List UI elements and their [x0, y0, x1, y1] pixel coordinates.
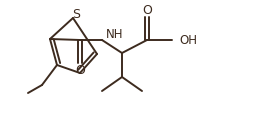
Text: S: S — [72, 8, 80, 21]
Text: OH: OH — [179, 33, 197, 46]
Text: O: O — [142, 4, 152, 16]
Text: NH: NH — [106, 28, 124, 41]
Text: O: O — [75, 63, 85, 77]
